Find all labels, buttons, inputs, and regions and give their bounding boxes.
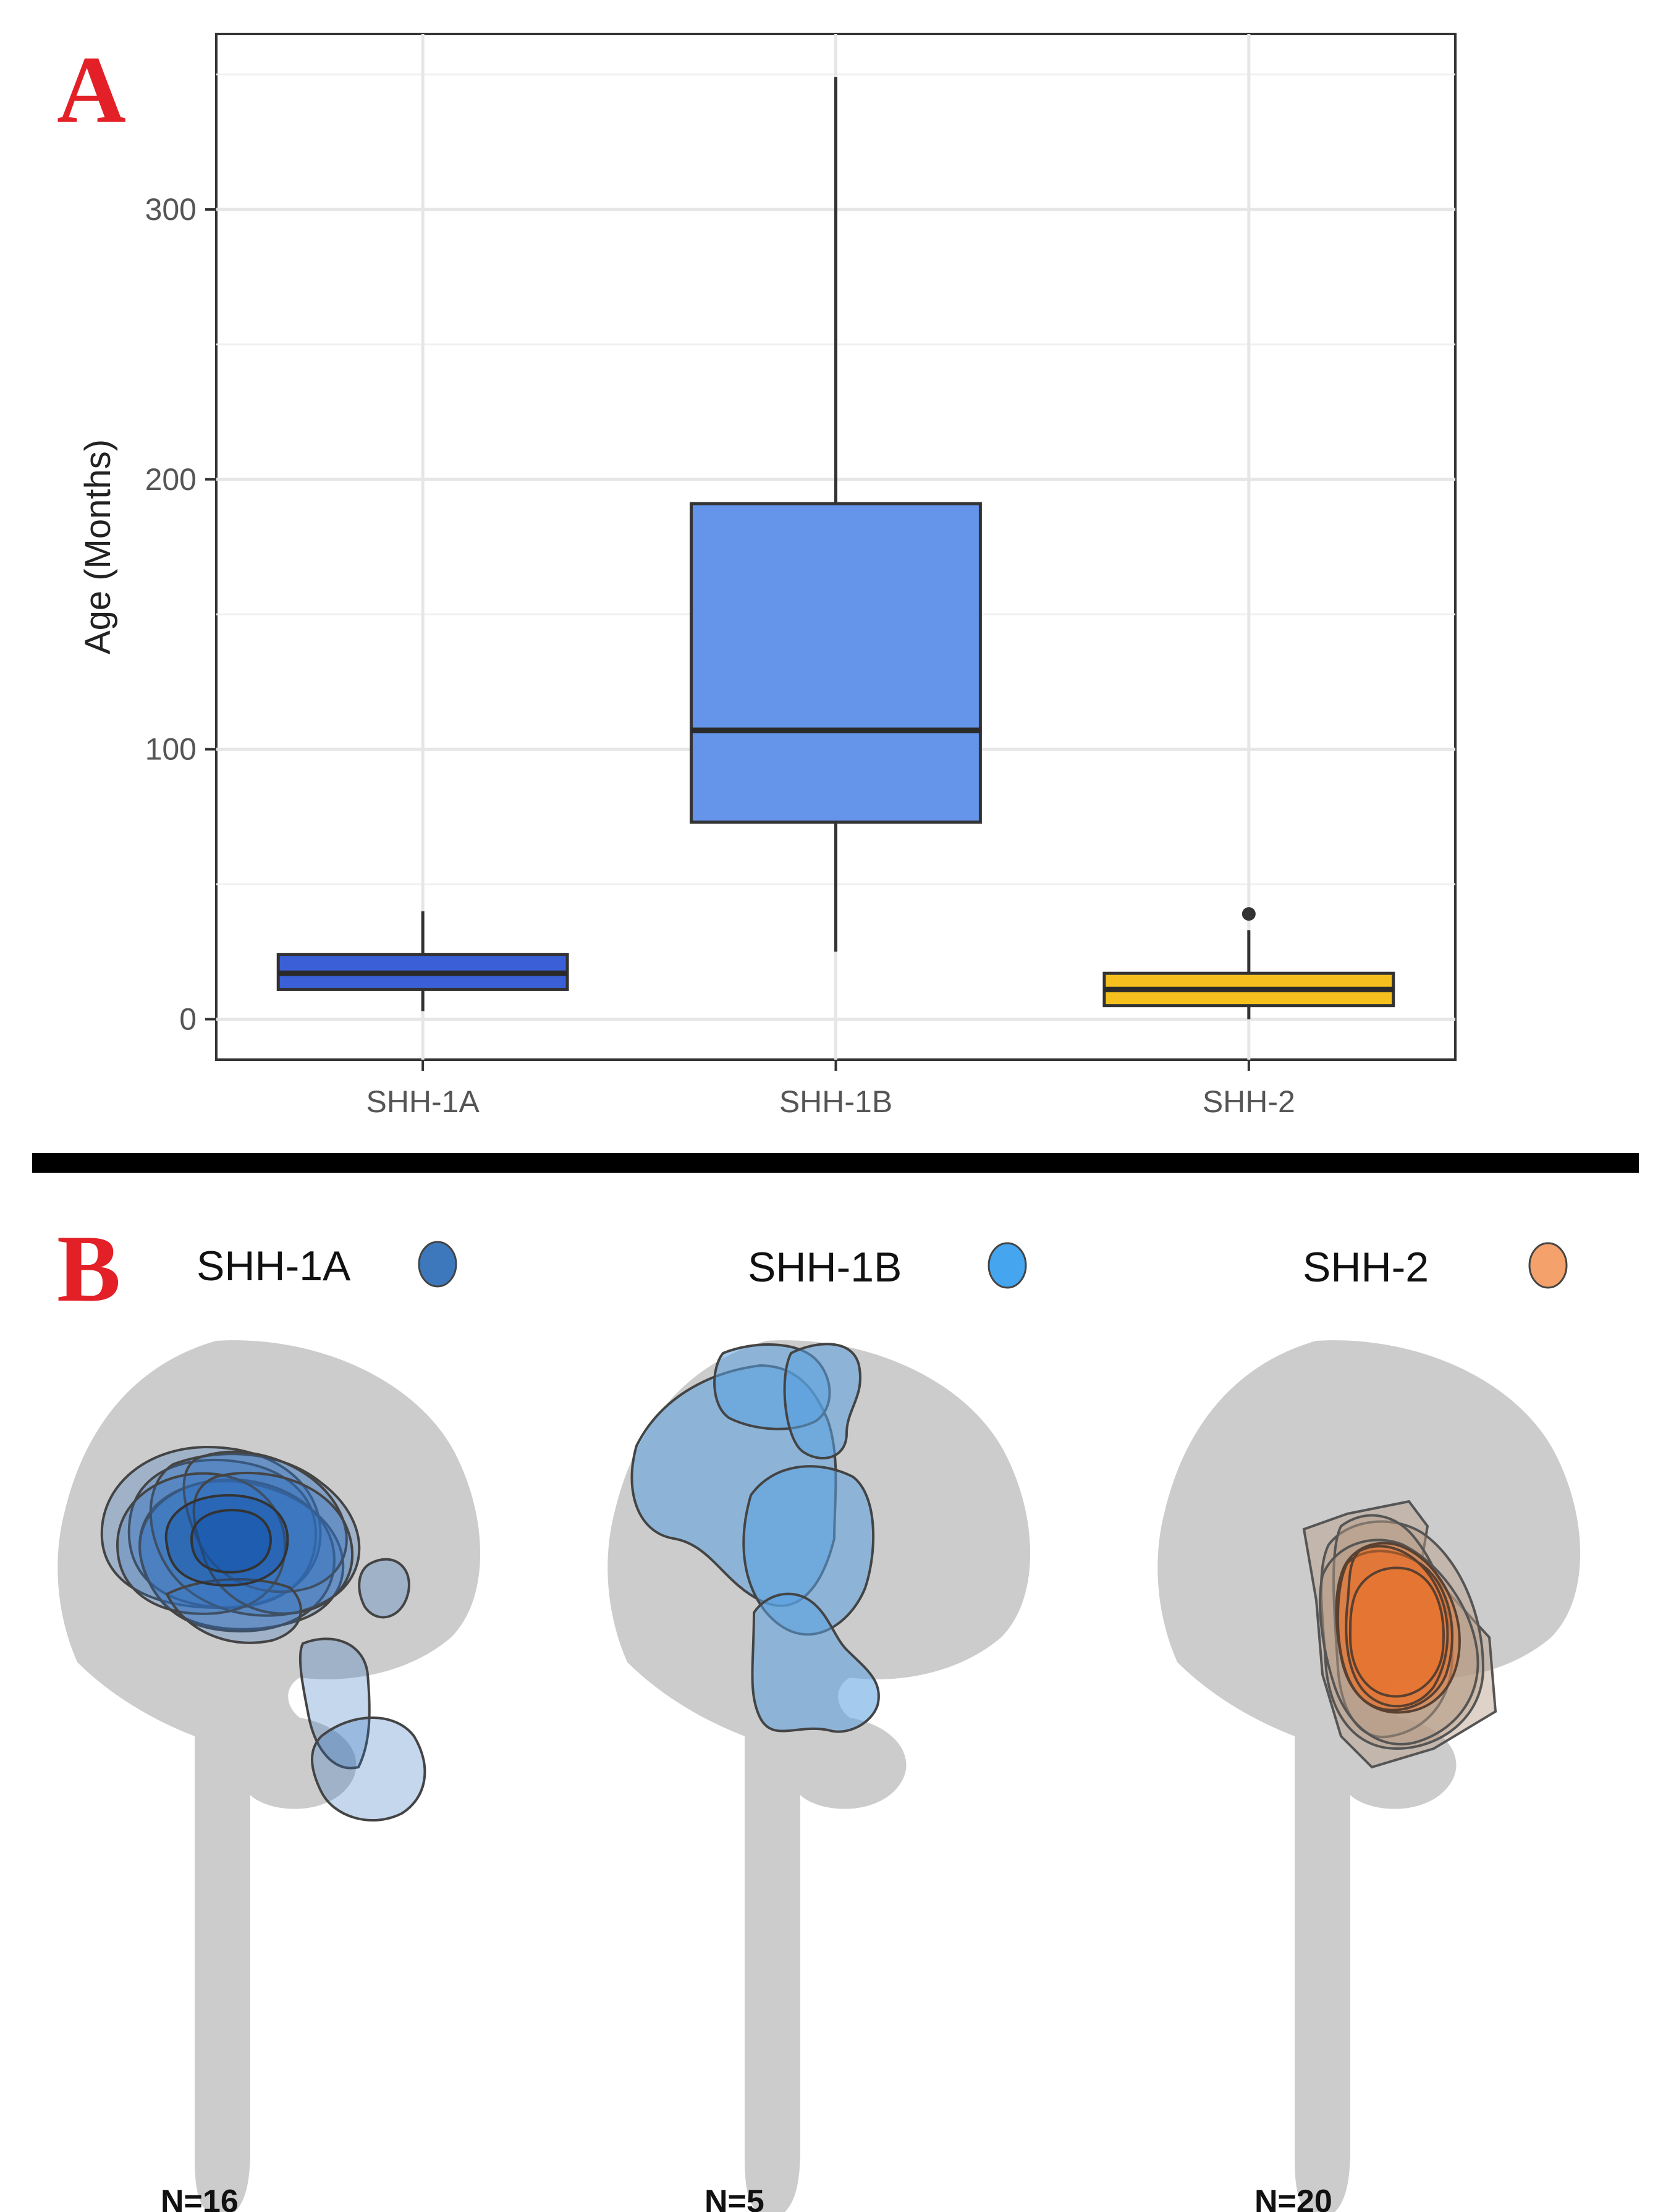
box-chart: 0 100 200 300 SHH-1A SHH-1B SHH-2 Age (Months… <box>78 33 1457 1119</box>
panel-divider <box>32 1153 1639 1173</box>
brain-shh-1b: N=5 <box>607 1340 1031 2212</box>
y-tick-label: 0 <box>179 1002 197 1036</box>
tumor-core <box>1335 1542 1461 1714</box>
boxes <box>276 77 1395 1019</box>
outlier-point <box>1242 907 1256 921</box>
panel-b-letter: B <box>57 1215 121 1322</box>
legend-label-shh-1a: SHH-1A <box>197 1243 351 1290</box>
legend-swatch-shh-1a <box>418 1241 457 1288</box>
y-tick-label: 200 <box>145 462 197 497</box>
box-shh-1a <box>276 911 569 1011</box>
box-iqr <box>690 502 982 824</box>
n-label-shh-1b: N=5 <box>704 2184 764 2212</box>
brain-shh-1a: N=16 <box>57 1340 481 2212</box>
legend-label-shh-1b: SHH-1B <box>748 1244 902 1291</box>
n-label-shh-2: N=20 <box>1254 2184 1332 2212</box>
legend-label-shh-2: SHH-2 <box>1303 1244 1429 1291</box>
x-tick-label: SHH-2 <box>1203 1084 1295 1119</box>
y-axis: 0 100 200 300 <box>145 192 216 1036</box>
legend-swatch-shh-2 <box>1528 1242 1568 1289</box>
n-label-shh-1a: N=16 <box>161 2184 239 2212</box>
brain-shh-2: N=20 <box>1157 1340 1581 2212</box>
brain-silhouette <box>1157 1340 1581 2212</box>
y-tick-label: 100 <box>145 732 197 767</box>
x-tick-label: SHH-1B <box>779 1084 892 1119</box>
x-tick-label: SHH-1A <box>366 1084 480 1119</box>
y-tick-label: 300 <box>145 192 197 227</box>
y-axis-title: Age (Months) <box>78 439 118 654</box>
tumor-core <box>164 1493 289 1587</box>
x-axis: SHH-1A SHH-1B SHH-2 <box>366 1060 1295 1119</box>
box-shh-2 <box>1102 907 1395 1019</box>
tumor-overlays <box>100 1445 426 1822</box>
box-shh-1b <box>690 77 982 952</box>
legend-swatch-shh-1b <box>988 1242 1027 1289</box>
panel-a-letter: A <box>57 36 126 143</box>
tumor-overlays <box>630 1343 880 1733</box>
